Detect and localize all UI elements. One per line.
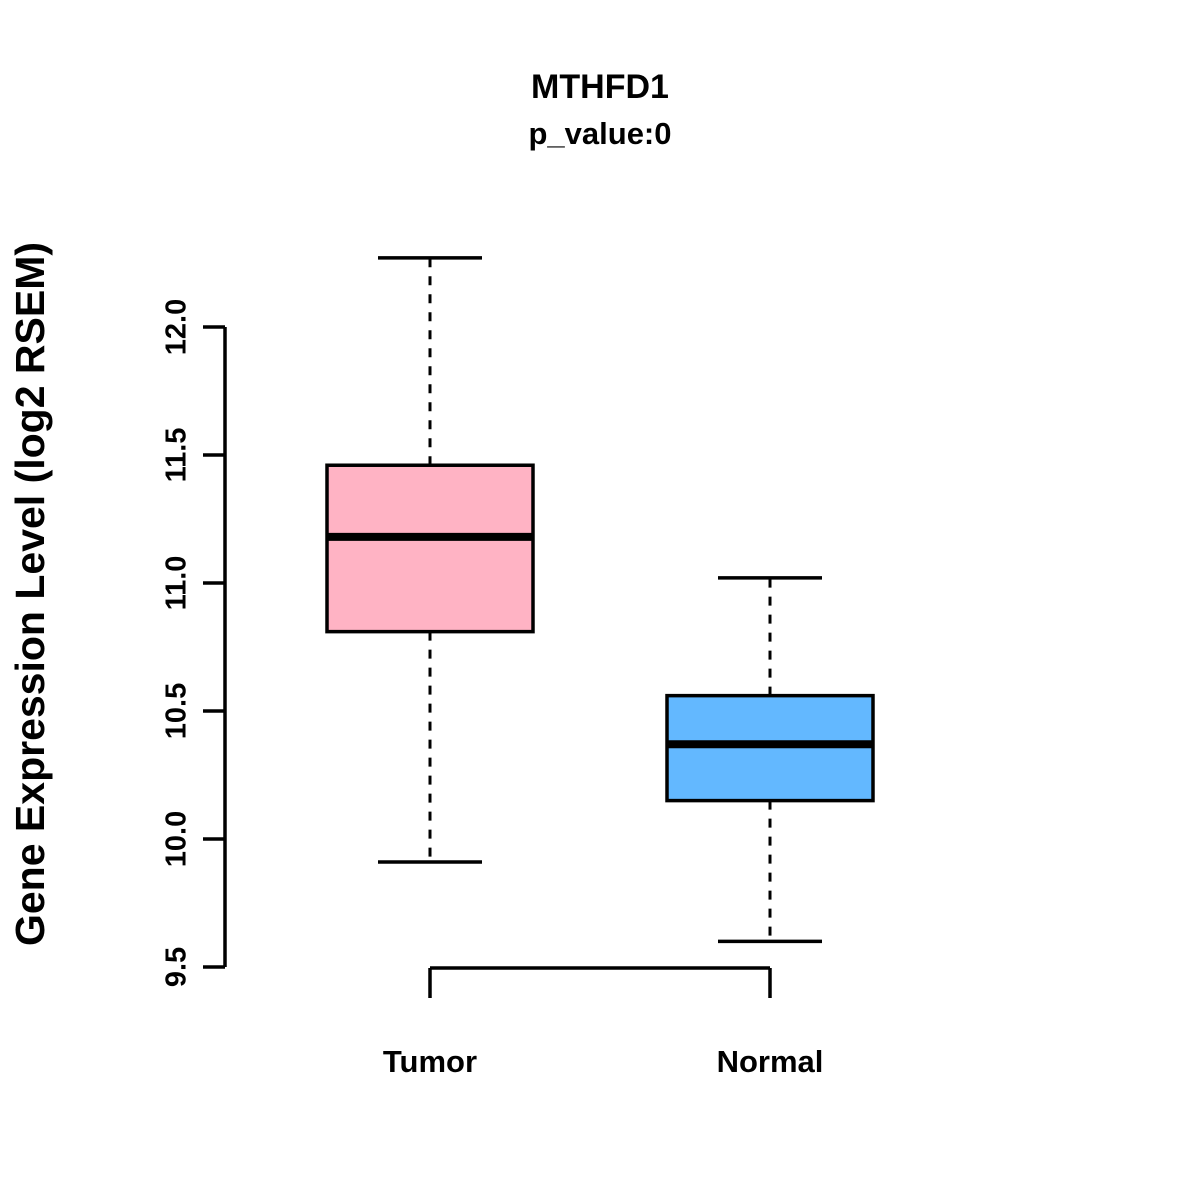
y-tick-label: 11.5 — [161, 428, 193, 483]
x-group-label-normal: Normal — [717, 1044, 824, 1079]
x-group-label-tumor: Tumor — [383, 1044, 477, 1079]
y-tick-label: 10.0 — [161, 811, 193, 867]
box-tumor — [325, 463, 535, 634]
chart-title: MTHFD1 — [531, 68, 669, 106]
y-tick-label: 9.5 — [161, 947, 193, 987]
y-tick-label: 10.5 — [161, 683, 193, 739]
y-tick-label: 11.0 — [161, 556, 193, 611]
chart-subtitle: p_value:0 — [528, 116, 672, 151]
y-tick-label: 12.0 — [161, 299, 193, 355]
y-axis-title: Gene Expression Level (log2 RSEM) — [7, 241, 53, 947]
